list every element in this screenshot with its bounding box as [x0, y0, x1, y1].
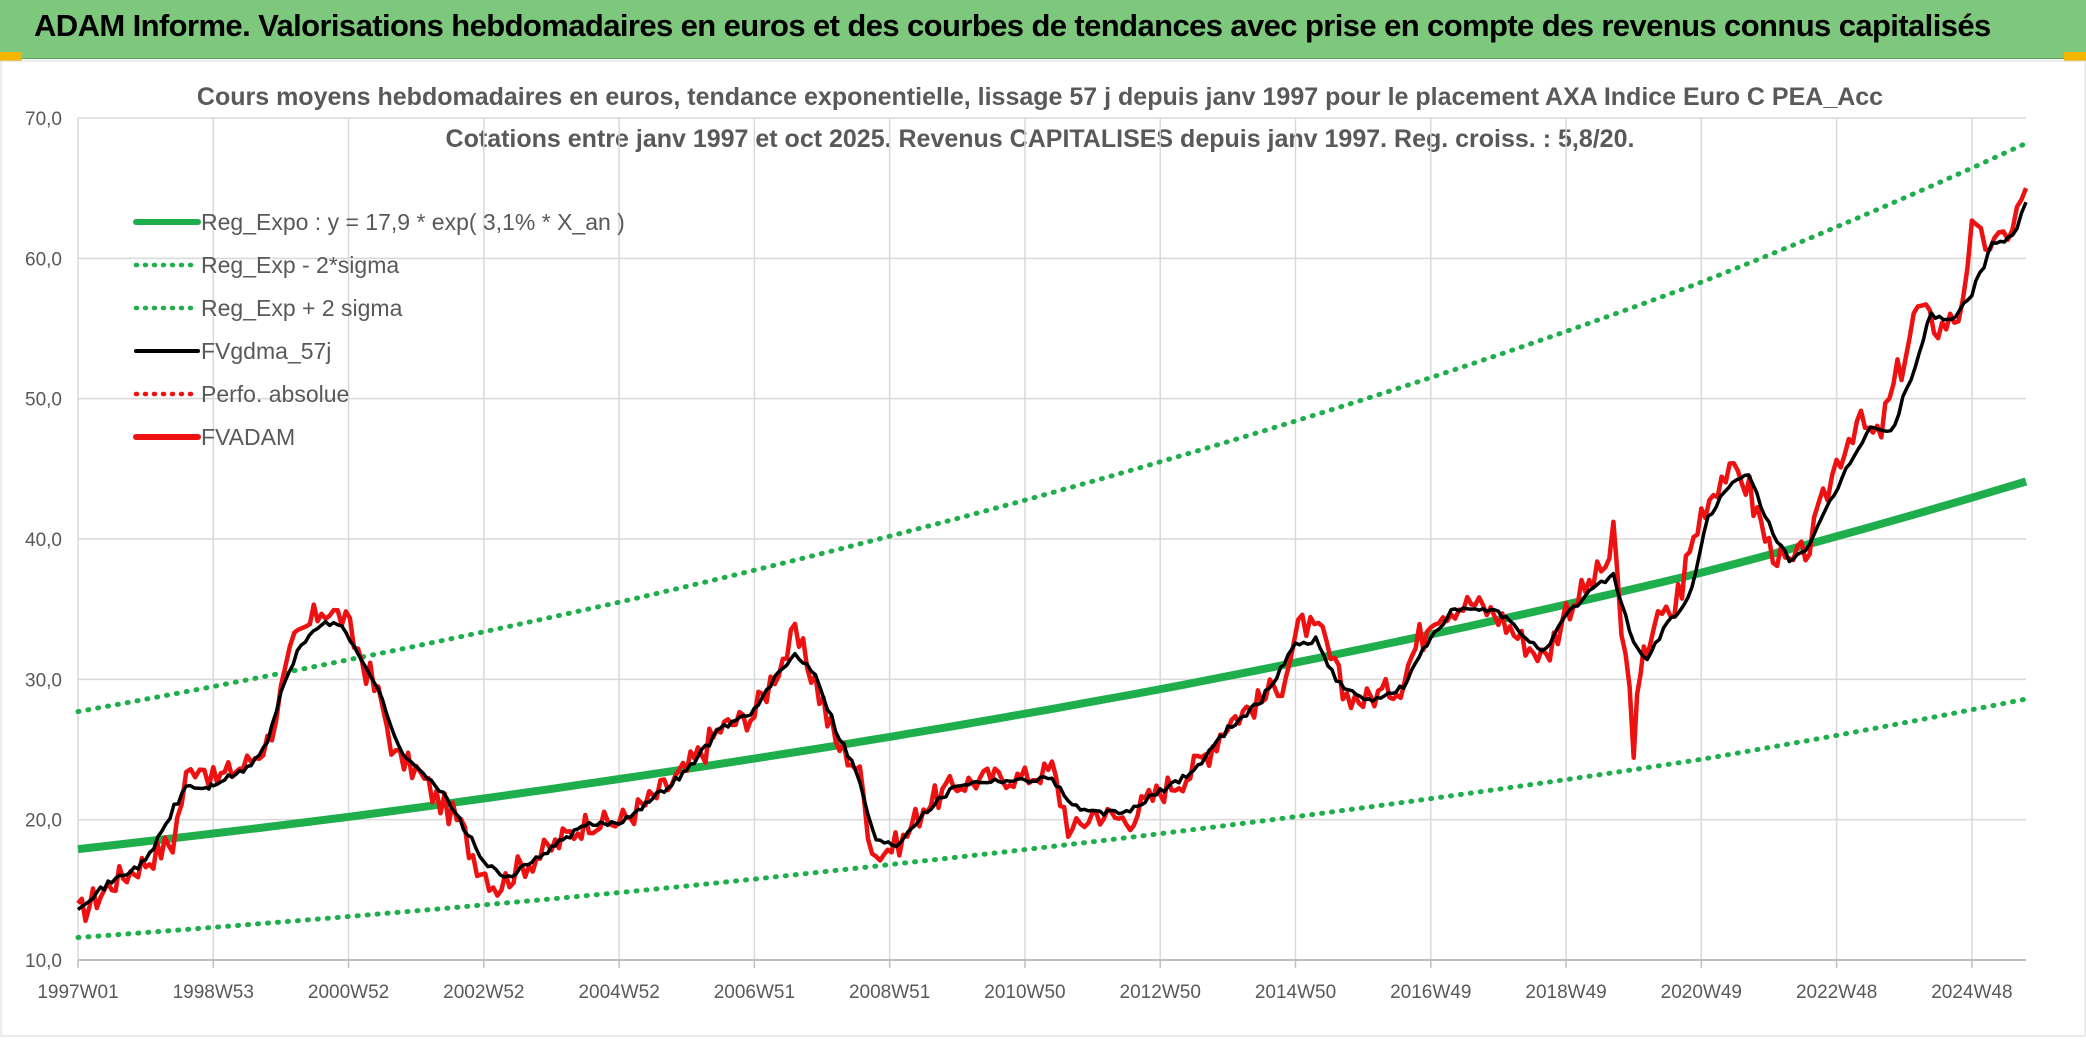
axes: 10,0 20,0 30,0 40,0 50,0 60,0 70,0 1997W01 1998W… — [25, 109, 2026, 1003]
legend-label: Reg_Exp + 2 sigma — [201, 295, 403, 321]
x-tick-label: 2000W52 — [308, 982, 389, 1003]
header-banner: ADAM Informe. Valorisations hebdomadaire… — [0, 0, 2086, 59]
y-tick-label: 50,0 — [25, 390, 62, 411]
y-tick-label: 30,0 — [25, 670, 62, 691]
corner-accent-left — [0, 52, 22, 61]
y-tick-label: 70,0 — [25, 109, 62, 130]
chart-svg: Cours moyens hebdomadaires en euros, ten… — [0, 60, 2086, 1037]
series-line-reg-exp-2-sigma — [75, 696, 2029, 940]
x-tick-label: 2024W48 — [1931, 982, 2012, 1003]
x-tick-label: 1997W01 — [37, 982, 118, 1003]
chart-area: Cours moyens hebdomadaires en euros, ten… — [0, 60, 2086, 1037]
x-tick-label: 2010W50 — [984, 982, 1065, 1003]
series-group — [75, 140, 2029, 940]
y-tick-label: 60,0 — [25, 249, 62, 270]
legend-label: Perfo. absolue — [201, 381, 349, 407]
y-tick-label: 10,0 — [25, 951, 62, 972]
legend-label: FVgdma_57j — [201, 338, 331, 364]
legend: Reg_Expo : y = 17,9 * exp( 3,1% * X_an )… — [133, 209, 625, 450]
x-tick-label: 2002W52 — [443, 982, 524, 1003]
y-tick-label: 40,0 — [25, 530, 62, 551]
x-tick-label: 2004W52 — [578, 982, 659, 1003]
x-tick-label: 2014W50 — [1255, 982, 1336, 1003]
legend-label: FVADAM — [201, 424, 295, 450]
x-tick-label: 2020W49 — [1661, 982, 1742, 1003]
x-tick-label: 2018W49 — [1525, 982, 1606, 1003]
x-tick-label: 2016W49 — [1390, 982, 1471, 1003]
x-tick-label: 2022W48 — [1796, 982, 1877, 1003]
legend-label: Reg_Exp - 2*sigma — [201, 252, 399, 278]
chart-title: Cours moyens hebdomadaires en euros, ten… — [197, 83, 1883, 111]
series-line-reg-expo-y-17-9-exp-3-1-x-an — [77, 477, 2028, 854]
y-tick-label: 20,0 — [25, 811, 62, 832]
x-tick-label: 2012W50 — [1120, 982, 1201, 1003]
chart-subtitle: Cotations entre janv 1997 et oct 2025. R… — [446, 125, 1635, 153]
banner-title: ADAM Informe. Valorisations hebdomadaire… — [34, 8, 1991, 43]
series-line-fvadam — [76, 187, 2029, 924]
corner-accent-right — [2064, 52, 2086, 61]
x-tick-label: 2006W51 — [714, 982, 795, 1003]
legend-label: Reg_Expo : y = 17,9 * exp( 3,1% * X_an ) — [201, 209, 625, 235]
x-tick-label: 1998W53 — [173, 982, 254, 1003]
x-tick-label: 2008W51 — [849, 982, 930, 1003]
series-line-reg-exp-2-sigma — [75, 140, 2029, 715]
series-line-fvgdma-57j — [76, 201, 2028, 911]
